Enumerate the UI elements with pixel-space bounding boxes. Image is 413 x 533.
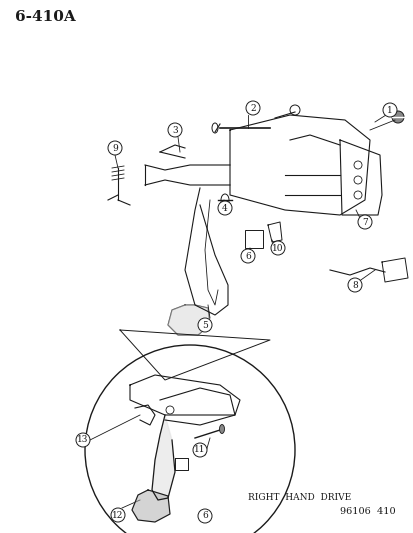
Circle shape — [76, 433, 90, 447]
Text: 9: 9 — [112, 143, 118, 152]
Circle shape — [108, 141, 122, 155]
Text: 13: 13 — [77, 435, 88, 445]
Polygon shape — [152, 415, 175, 500]
Text: 11: 11 — [194, 446, 205, 455]
Text: 8: 8 — [351, 280, 357, 289]
Circle shape — [240, 249, 254, 263]
Text: 96106  410: 96106 410 — [339, 507, 395, 516]
Polygon shape — [168, 305, 209, 335]
Circle shape — [168, 123, 182, 137]
Polygon shape — [132, 490, 170, 522]
Circle shape — [382, 103, 396, 117]
Text: 7: 7 — [361, 217, 367, 227]
Text: 1: 1 — [386, 106, 392, 115]
Text: 6-410A: 6-410A — [15, 10, 76, 24]
Ellipse shape — [219, 424, 224, 433]
Circle shape — [218, 201, 231, 215]
Text: 10: 10 — [272, 244, 283, 253]
Text: 4: 4 — [222, 204, 227, 213]
Circle shape — [111, 508, 125, 522]
Circle shape — [271, 241, 284, 255]
Text: 2: 2 — [249, 103, 255, 112]
Circle shape — [391, 111, 403, 123]
Text: 5: 5 — [202, 320, 207, 329]
Circle shape — [197, 318, 211, 332]
Text: 6: 6 — [202, 512, 207, 521]
Text: 12: 12 — [112, 511, 123, 520]
Bar — [244, 230, 262, 248]
Circle shape — [347, 278, 361, 292]
Text: RIGHT  HAND  DRIVE: RIGHT HAND DRIVE — [247, 494, 350, 503]
Text: 3: 3 — [172, 125, 177, 134]
Circle shape — [245, 101, 259, 115]
Text: 6: 6 — [244, 252, 250, 261]
Circle shape — [192, 443, 206, 457]
Circle shape — [197, 509, 211, 523]
Circle shape — [357, 215, 371, 229]
